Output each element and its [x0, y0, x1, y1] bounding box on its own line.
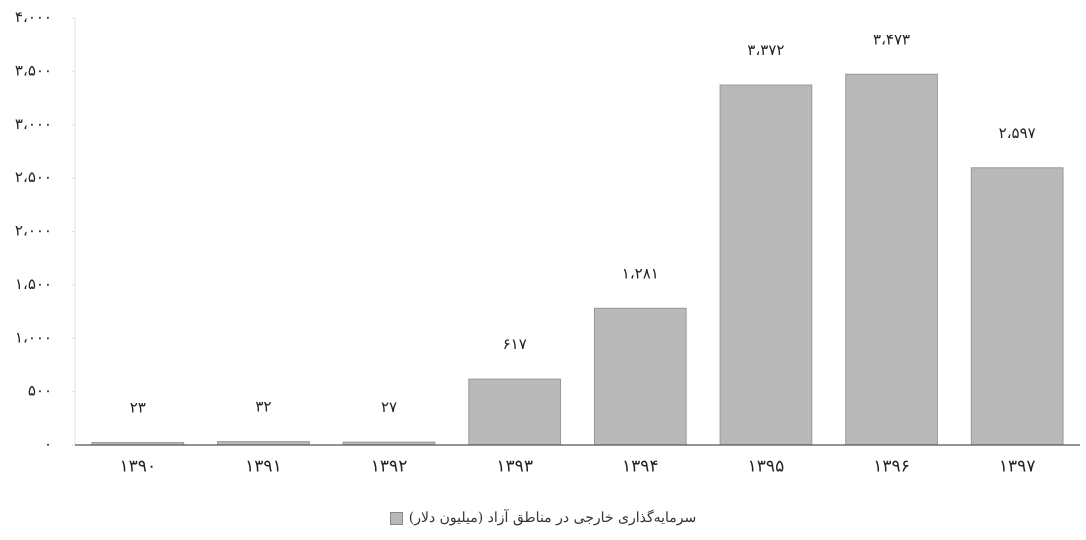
- x-tick-label: ۱۳۹۲: [371, 457, 408, 477]
- y-tick-label: ۱،۵۰۰: [15, 275, 52, 293]
- x-tick-label: ۱۳۹۷: [999, 457, 1036, 477]
- value-label: ۲۷: [381, 398, 397, 416]
- x-tick-label: ۱۳۹۴: [622, 457, 659, 477]
- bar: [970, 167, 1064, 446]
- x-tick-label: ۱۳۹۱: [245, 457, 282, 477]
- y-tick-label: ۳،۰۰۰: [15, 115, 52, 133]
- y-tick-label: ۰: [44, 435, 52, 453]
- y-tick-label: ۵۰۰: [28, 382, 52, 400]
- chart: ۰ ۵۰۰ ۱،۰۰۰ ۱،۵۰۰ ۲،۰۰۰ ۲،۵۰۰ ۳،۰۰۰ ۳،۵۰۰ ۴،۰۰۰ ۱…: [15, 8, 1080, 477]
- value-label: ۳۲: [255, 398, 271, 416]
- value-label: ۶۱۷: [503, 335, 527, 353]
- value-label: ۳،۴۷۳: [873, 30, 910, 48]
- bar: [845, 73, 938, 446]
- bar: [719, 84, 813, 446]
- y-tick-label: ۳،۵۰۰: [15, 61, 52, 79]
- bar: [593, 307, 687, 446]
- x-tick-label: ۱۳۹۶: [873, 457, 910, 477]
- x-tick-label: ۱۳۹۵: [748, 457, 785, 477]
- x-tick-label: ۱۳۹۳: [496, 457, 533, 477]
- legend-label: سرمایه‌گذاری خارجی در مناطق آزاد (میلیون…: [408, 510, 697, 526]
- value-label: ۲،۵۹۷: [999, 124, 1036, 142]
- value-label: ۳،۳۷۲: [747, 41, 784, 59]
- y-tick-label: ۲،۰۰۰: [15, 222, 52, 240]
- y-tick-label: ۱،۰۰۰: [15, 328, 52, 346]
- y-tick-label: ۲،۵۰۰: [15, 168, 52, 186]
- y-tick-label: ۴،۰۰۰: [15, 8, 52, 26]
- value-label: ۱،۲۸۱: [622, 264, 659, 282]
- value-label: ۲۳: [130, 399, 146, 417]
- bar: [468, 378, 562, 446]
- legend-swatch: [389, 511, 403, 525]
- x-tick-label: ۱۳۹۰: [120, 457, 157, 477]
- legend: سرمایه‌گذاری خارجی در مناطق آزاد (میلیون…: [0, 510, 1086, 526]
